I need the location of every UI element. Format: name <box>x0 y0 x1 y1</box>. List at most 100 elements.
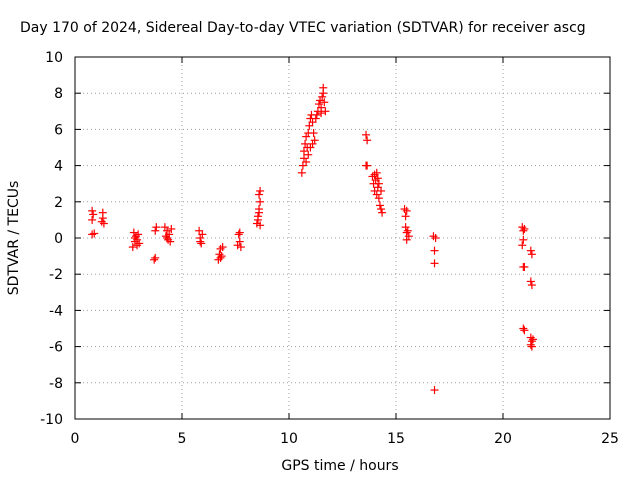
data-points <box>88 83 537 395</box>
data-point <box>402 206 411 215</box>
data-point <box>378 208 387 217</box>
data-point <box>520 224 529 233</box>
data-point <box>311 114 320 123</box>
data-point <box>163 234 172 242</box>
data-point <box>403 226 412 235</box>
data-point <box>363 136 372 145</box>
data-point <box>320 98 329 107</box>
data-point <box>299 154 308 163</box>
data-point <box>302 157 311 166</box>
y-tick-label: 2 <box>54 195 63 211</box>
data-point <box>316 96 325 105</box>
data-point <box>526 333 535 342</box>
data-point <box>89 210 98 219</box>
data-point <box>377 205 386 214</box>
data-point <box>90 229 99 238</box>
x-tick-label: 5 <box>178 431 187 447</box>
data-point <box>256 221 265 230</box>
data-point <box>526 340 535 349</box>
data-point <box>519 226 528 235</box>
x-tick-label: 25 <box>601 431 619 447</box>
data-point <box>88 230 97 239</box>
data-point <box>152 223 161 232</box>
data-point <box>317 109 326 118</box>
y-axis-label: SDTVAR / TECUs <box>6 181 22 296</box>
data-point <box>374 194 383 203</box>
grid-lines <box>75 57 610 419</box>
x-tick-label: 10 <box>280 431 298 447</box>
y-tick-label: 8 <box>54 86 63 102</box>
x-axis-label: GPS time / hours <box>281 458 398 474</box>
data-point <box>151 226 160 235</box>
data-point <box>430 259 439 268</box>
x-axis-ticks: 0 5 10 15 20 25 <box>71 57 619 447</box>
data-point <box>526 277 535 286</box>
data-point <box>160 223 169 232</box>
data-point <box>198 230 207 239</box>
data-point <box>404 232 413 241</box>
data-point <box>302 132 311 141</box>
data-point <box>309 129 318 138</box>
data-point <box>520 326 529 335</box>
x-tick-label: 0 <box>71 431 80 447</box>
y-tick-label: 4 <box>54 159 63 175</box>
data-point <box>372 168 381 177</box>
data-point <box>519 235 528 244</box>
data-point <box>135 239 144 248</box>
data-point <box>255 208 264 217</box>
y-tick-label: -6 <box>49 340 63 356</box>
data-point <box>129 228 138 237</box>
y-tick-label: -2 <box>49 267 63 283</box>
data-point <box>377 186 386 195</box>
data-point <box>196 237 205 246</box>
data-point <box>216 253 225 262</box>
data-point <box>319 83 328 92</box>
data-point <box>314 100 323 109</box>
data-point <box>431 234 440 242</box>
data-point <box>163 226 172 235</box>
data-point <box>527 250 536 259</box>
data-point <box>253 215 262 224</box>
y-tick-label: 6 <box>54 122 63 138</box>
y-tick-label: 10 <box>45 50 63 66</box>
data-point <box>131 232 140 241</box>
y-tick-label: 0 <box>54 231 63 247</box>
data-point <box>402 235 411 244</box>
data-point <box>256 186 265 195</box>
data-point <box>150 255 159 264</box>
y-axis-ticks: -10 -8 -6 -4 -2 0 2 4 6 8 10 <box>40 50 610 428</box>
data-point <box>234 230 243 239</box>
data-point <box>401 212 410 221</box>
data-point <box>256 197 265 206</box>
data-point <box>301 139 310 148</box>
data-point <box>88 215 97 224</box>
data-point <box>526 246 535 255</box>
data-point <box>297 168 306 177</box>
data-point <box>306 143 315 152</box>
data-point <box>527 281 536 290</box>
data-point <box>164 235 173 244</box>
x-tick-label: 15 <box>387 431 405 447</box>
data-point <box>528 335 537 344</box>
data-point <box>151 253 160 262</box>
data-point <box>373 174 382 183</box>
data-point <box>215 250 224 259</box>
x-tick-label: 20 <box>494 431 512 447</box>
data-point <box>308 139 317 148</box>
data-point <box>197 239 206 248</box>
data-point <box>321 107 330 116</box>
data-point <box>527 342 536 351</box>
data-point <box>518 223 527 232</box>
y-tick-label: -4 <box>49 303 63 319</box>
data-point <box>402 228 411 237</box>
data-point <box>310 136 319 145</box>
y-tick-label: -8 <box>49 376 63 392</box>
data-point <box>430 386 439 395</box>
data-point <box>518 241 527 250</box>
data-point <box>235 237 244 246</box>
data-point <box>429 232 438 241</box>
data-point <box>363 161 372 170</box>
data-point <box>99 219 108 228</box>
data-point <box>362 130 371 139</box>
